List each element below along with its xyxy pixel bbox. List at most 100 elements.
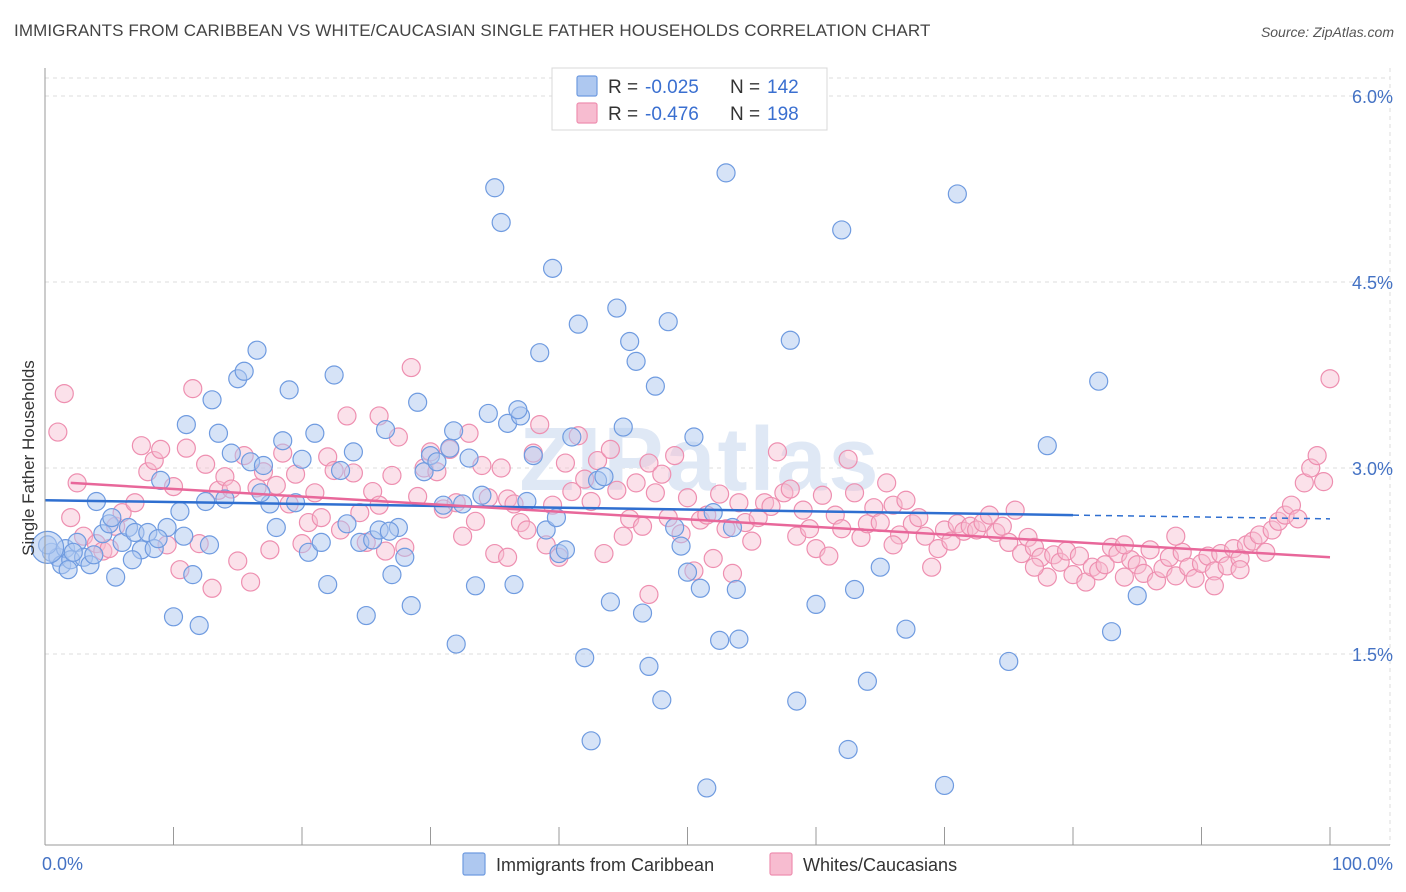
blue-point-113 bbox=[844, 579, 865, 600]
blue-point-89 bbox=[607, 298, 627, 318]
pink-point-43 bbox=[337, 406, 357, 426]
blue-point-109 bbox=[780, 330, 800, 350]
pink-point-100 bbox=[703, 548, 723, 569]
blue-point-78 bbox=[536, 520, 556, 540]
blue-point-33 bbox=[247, 340, 267, 360]
blue-point-47 bbox=[337, 514, 357, 534]
source-label: Source: ZipAtlas.com bbox=[1260, 24, 1394, 40]
blue-point-106 bbox=[716, 163, 736, 183]
blue-point-118 bbox=[947, 184, 967, 204]
bottom-legend-blue-label: Immigrants from Caribbean bbox=[496, 855, 714, 875]
pink-point-39 bbox=[311, 507, 331, 528]
pink-point-174 bbox=[1179, 557, 1199, 577]
pink-point-149 bbox=[1018, 527, 1038, 548]
blue-point-90 bbox=[613, 417, 633, 437]
blue-point-31 bbox=[234, 361, 254, 381]
blue-point-37 bbox=[273, 431, 293, 451]
blue-trendline-extension bbox=[1072, 514, 1331, 520]
pink-point-89 bbox=[632, 516, 653, 536]
blue-point-54 bbox=[382, 565, 402, 585]
blue-point-126 bbox=[63, 542, 83, 562]
blue-point-116 bbox=[896, 619, 916, 639]
blue-point-53 bbox=[375, 419, 396, 440]
legend-pink-n-value: 198 bbox=[767, 104, 799, 125]
blue-point-125 bbox=[58, 560, 78, 580]
pink-point-84 bbox=[600, 439, 621, 459]
blue-point-129 bbox=[122, 550, 142, 570]
blue-point-123 bbox=[1127, 586, 1147, 606]
pink-point-104 bbox=[729, 493, 749, 513]
pink-point-73 bbox=[530, 415, 550, 435]
pink-point-67 bbox=[491, 458, 511, 478]
blue-point-119 bbox=[999, 651, 1019, 672]
pink-trendline bbox=[70, 481, 1331, 559]
pink-point-26 bbox=[228, 551, 248, 571]
blue-point-134 bbox=[379, 521, 399, 541]
blue-point-127 bbox=[84, 545, 104, 565]
blue-point-79 bbox=[542, 258, 563, 278]
blue-point-96 bbox=[652, 690, 672, 710]
blue-point-67 bbox=[465, 576, 486, 596]
y-axis-label: Single Father Households bbox=[19, 360, 38, 556]
pink-point-85 bbox=[607, 480, 627, 500]
legend-pink-r-label: R = bbox=[608, 104, 638, 125]
pink-point-14 bbox=[151, 439, 171, 459]
pink-point-133 bbox=[915, 526, 935, 546]
blue-point-71 bbox=[491, 212, 511, 233]
pink-point-205 bbox=[1230, 560, 1250, 580]
pink-point-90 bbox=[639, 453, 659, 473]
blue-point-21 bbox=[170, 501, 190, 521]
pink-point-152 bbox=[1037, 567, 1057, 587]
blue-trendline bbox=[44, 498, 1074, 517]
x-tick-labels: 0.0% 100.0% bbox=[42, 854, 1393, 874]
blue-point-22 bbox=[176, 415, 196, 435]
blue-point-64 bbox=[446, 634, 466, 654]
blue-point-34 bbox=[253, 455, 274, 476]
pink-point-24 bbox=[215, 467, 235, 487]
pink-point-204 bbox=[1204, 576, 1224, 596]
pink-point-185 bbox=[1249, 525, 1269, 545]
blue-point-84 bbox=[575, 648, 595, 668]
y-tick-label-0: 1.5% bbox=[1352, 645, 1393, 665]
blue-point-87 bbox=[594, 467, 614, 487]
blue-point-29 bbox=[221, 443, 241, 463]
blue-point-68 bbox=[472, 485, 492, 505]
pink-point-137 bbox=[941, 531, 961, 551]
pink-point-117 bbox=[812, 485, 833, 505]
pink-point-195 bbox=[1313, 472, 1334, 492]
blue-point-122 bbox=[1101, 622, 1122, 642]
blue-point-95 bbox=[645, 376, 665, 396]
blue-point-56 bbox=[395, 547, 415, 567]
blue-point-121 bbox=[1089, 371, 1109, 391]
blue-point-73 bbox=[504, 574, 524, 595]
pink-point-153 bbox=[1044, 545, 1064, 565]
pink-point-169 bbox=[1146, 571, 1167, 591]
blue-point-130 bbox=[148, 529, 168, 549]
blue-point-26 bbox=[202, 390, 222, 410]
blue-point-92 bbox=[626, 351, 646, 371]
y-tick-label-1: 3.0% bbox=[1352, 459, 1393, 479]
blue-point-100 bbox=[677, 562, 698, 582]
legend-blue-r-value: -0.025 bbox=[645, 77, 699, 98]
pink-point-86 bbox=[613, 526, 633, 546]
blue-point-43 bbox=[311, 532, 331, 553]
pink-point-201 bbox=[1024, 557, 1045, 577]
pink-point-66 bbox=[485, 543, 505, 564]
y-tick-label-3: 6.0% bbox=[1352, 87, 1393, 107]
pink-point-179 bbox=[1211, 543, 1231, 564]
blue-series-points bbox=[30, 163, 1147, 798]
pink-point-0 bbox=[48, 422, 68, 442]
pink-point-164 bbox=[1114, 567, 1135, 587]
blue-point-57 bbox=[401, 596, 421, 616]
legend-blue-r-label: R = bbox=[608, 77, 638, 98]
pink-point-78 bbox=[562, 481, 582, 502]
blue-point-65 bbox=[453, 494, 473, 514]
blue-point-76 bbox=[523, 446, 543, 466]
pink-point-130 bbox=[896, 490, 916, 510]
pink-point-91 bbox=[645, 483, 665, 503]
series-legend: Immigrants from Caribbean Whites/Caucasi… bbox=[462, 852, 957, 876]
blue-point-132 bbox=[199, 535, 220, 555]
blue-point-103 bbox=[697, 778, 717, 798]
pink-point-88 bbox=[626, 473, 646, 493]
bottom-legend-pink-label: Whites/Caucasians bbox=[803, 855, 957, 875]
